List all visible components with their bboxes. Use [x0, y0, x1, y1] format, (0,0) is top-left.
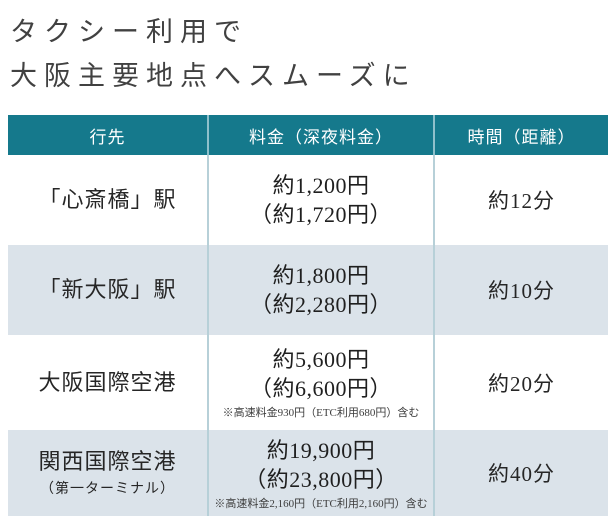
header-time: 時間（距離）: [433, 115, 608, 155]
fare-amount: 約1,200円: [272, 173, 370, 198]
time-cell: 約12分: [433, 155, 608, 245]
time-cell: 約20分: [433, 335, 608, 430]
destination-label: 大阪国際空港: [38, 369, 177, 395]
table-row: 大阪国際空港 約5,600円 （約6,600円） ※高速料金930円（ETC利用…: [8, 335, 608, 430]
fare-note: ※高速料金930円（ETC利用680円）含む: [222, 407, 420, 419]
table-row: 「新大阪」駅 約1,800円 （約2,280円） 約10分: [8, 245, 608, 335]
destination-cell: 関西国際空港 （第一ターミナル）: [8, 430, 207, 516]
header-destination: 行先: [89, 127, 126, 147]
table-row: 関西国際空港 （第一ターミナル） 約19,900円 （約23,800円） ※高速…: [8, 430, 608, 516]
fare-cell: 約1,200円 （約1,720円）: [207, 155, 433, 245]
destination-label: 関西国際空港: [38, 448, 177, 474]
page-title: タクシー利用で 大阪主要地点へスムーズに: [0, 0, 615, 98]
fare-cell: 約5,600円 （約6,600円） ※高速料金930円（ETC利用680円）含む: [207, 335, 433, 430]
time-cell: 約40分: [433, 430, 608, 516]
fare-night-amount: （約1,720円）: [249, 202, 392, 227]
table-row: 「心斎橋」駅 約1,200円 （約1,720円） 約12分: [8, 155, 608, 245]
page-title-line1: タクシー利用で: [10, 17, 248, 47]
fare-cell: 約19,900円 （約23,800円） ※高速料金2,160円（ETC利用2,1…: [207, 430, 433, 516]
fare-cell: 約1,800円 （約2,280円）: [207, 245, 433, 335]
destination-label: 「新大阪」駅: [38, 277, 177, 302]
fare-note: ※高速料金2,160円（ETC利用2,160円）含む: [214, 497, 428, 510]
time-cell: 約10分: [433, 245, 608, 335]
fare-amount: 約1,800円: [272, 263, 370, 288]
fare-amount: 約5,600円: [272, 347, 370, 372]
header-fare: 料金（深夜料金）: [207, 115, 433, 155]
fare-night-amount: （約6,600円）: [249, 376, 392, 401]
destination-cell: 大阪国際空港: [8, 335, 207, 430]
page-title-line2: 大阪主要地点へスムーズに: [10, 61, 417, 91]
fare-night-amount: （約23,800円）: [244, 466, 398, 492]
fare-amount: 約19,900円: [266, 437, 376, 463]
destination-cell: 「新大阪」駅: [8, 245, 207, 335]
table-header-row: 行先 料金（深夜料金） 時間（距離）: [8, 115, 608, 155]
destination-cell: 「心斎橋」駅: [8, 155, 207, 245]
taxi-fare-table: 行先 料金（深夜料金） 時間（距離） 「心斎橋」駅 約1,200円 （約1,72…: [8, 115, 608, 516]
destination-sub-label: （第一ターミナル）: [40, 481, 175, 497]
fare-night-amount: （約2,280円）: [249, 292, 392, 317]
table-body: 「心斎橋」駅 約1,200円 （約1,720円） 約12分 「新大阪」駅 約1,…: [8, 155, 608, 516]
destination-label: 「心斎橋」駅: [38, 187, 177, 212]
